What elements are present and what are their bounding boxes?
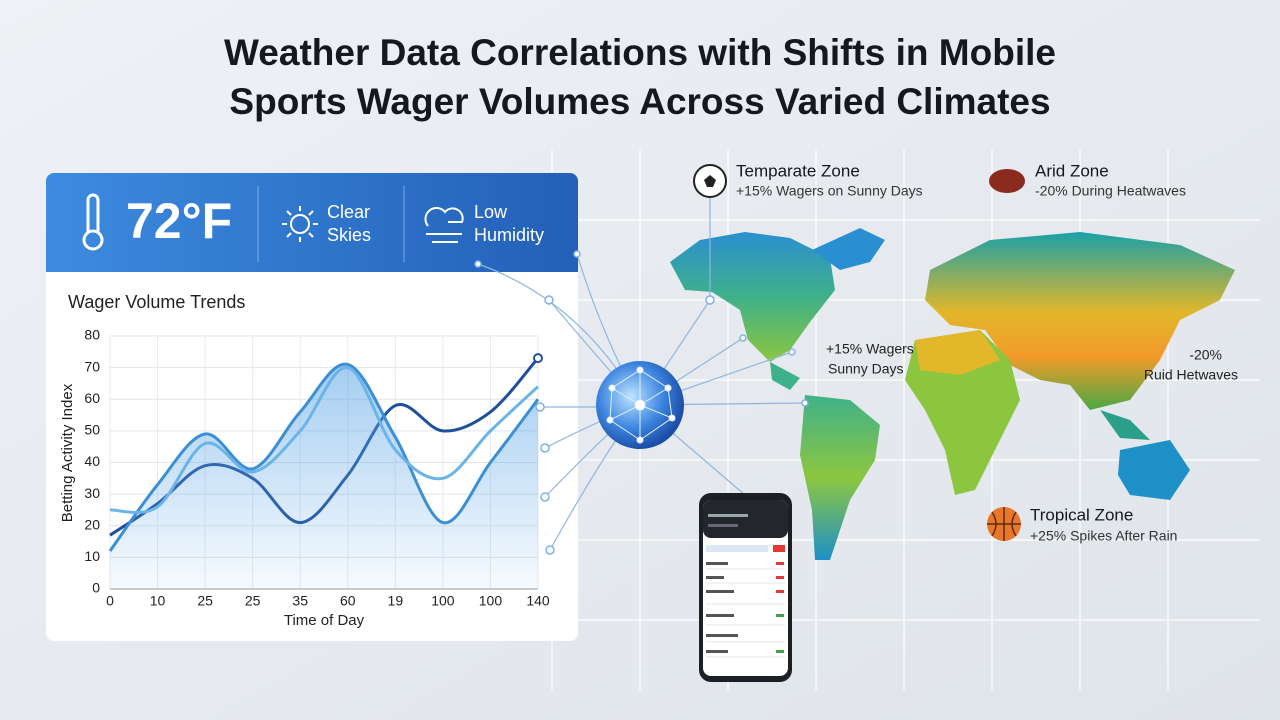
- y-tick-label: 50: [84, 422, 100, 438]
- x-tick-label: 60: [340, 593, 356, 609]
- x-tick-label: 19: [388, 593, 404, 609]
- y-tick-label: 40: [84, 453, 100, 469]
- zone-detail: +15% Wagers on Sunny Days: [736, 183, 923, 199]
- zone-title: Tropical Zone: [1030, 505, 1133, 524]
- x-axis-label: Time of Day: [284, 612, 365, 629]
- zone-detail: +25% Spikes After Rain: [1030, 528, 1177, 544]
- connector-dots: [474, 250, 809, 555]
- x-tick-label: 25: [245, 593, 261, 609]
- phone: [699, 493, 792, 682]
- condition: Humidity: [474, 225, 544, 245]
- map-label: Ruid Hetwaves: [1144, 367, 1238, 383]
- x-tick-label: 140: [526, 593, 550, 609]
- title-line: Weather Data Correlations with Shifts in…: [224, 32, 1056, 73]
- chart-title: Wager Volume Trends: [68, 292, 245, 312]
- line: [109, 366, 540, 515]
- map-label: -20%: [1189, 347, 1222, 363]
- basketball-icon: [987, 507, 1021, 541]
- zone-title: Temparate Zone: [736, 161, 860, 180]
- y-tick-label: 70: [84, 358, 100, 374]
- y-tick-label: 10: [84, 548, 100, 564]
- title-line: Sports Wager Volumes Across Varied Clima…: [229, 81, 1050, 122]
- y-tick-label: 80: [84, 327, 100, 343]
- world-map: [670, 228, 1235, 560]
- x-tick-label: 10: [150, 593, 166, 609]
- y-axis-label: Betting Activity Index: [59, 383, 76, 522]
- zone-title: Arid Zone: [1035, 161, 1109, 180]
- area: [110, 364, 538, 589]
- y-tick-label: 60: [84, 390, 100, 406]
- x-tick-label: 100: [479, 593, 503, 609]
- y-tick-label: 20: [84, 516, 100, 532]
- x-tick-label: 25: [197, 593, 213, 609]
- hub-network: [606, 366, 676, 444]
- football-helmet-icon: [989, 169, 1025, 193]
- y-tick-label: 30: [84, 485, 100, 501]
- line: [108, 362, 540, 552]
- x-tick-label: 100: [431, 593, 455, 609]
- map-label: Sunny Days: [828, 361, 903, 377]
- y-tick-label: 0: [92, 580, 100, 596]
- condition: Low: [474, 202, 508, 222]
- wind-icon: [424, 207, 464, 243]
- zone-detail: -20% During Heatwaves: [1035, 183, 1186, 199]
- condition: Clear: [327, 202, 370, 222]
- x-tick-label: 35: [292, 593, 308, 609]
- weather-bar: [46, 173, 578, 272]
- sun-icon: [282, 206, 318, 242]
- thermometer-icon: [82, 193, 104, 251]
- soccer-ball-icon: [704, 175, 716, 187]
- temperature: 72°F: [126, 193, 232, 249]
- x-tick-label: 0: [106, 593, 114, 609]
- condition: Skies: [327, 225, 371, 245]
- end-point: [533, 353, 543, 364]
- map-label: +15% Wagers: [826, 341, 914, 357]
